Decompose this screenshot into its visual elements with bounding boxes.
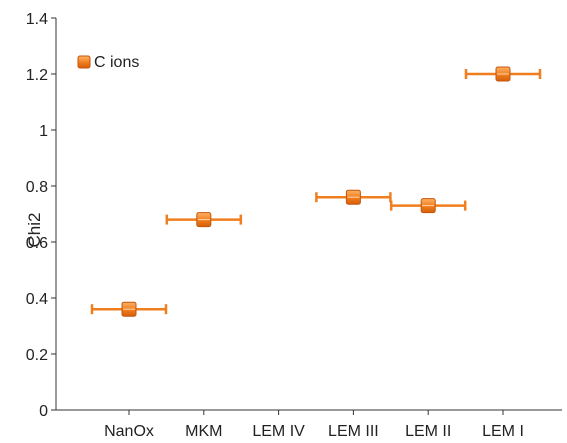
x-tick-label: LEM III <box>328 423 379 440</box>
y-tick-label: 0.2 <box>26 347 48 364</box>
data-point-lem-i <box>464 66 542 82</box>
y-tick-label: 0 <box>39 403 48 420</box>
y-tick-label: 0.6 <box>26 235 48 252</box>
y-tick-label: 0.8 <box>26 179 48 196</box>
x-tick-label: MKM <box>185 423 222 440</box>
plot-area: 0 0.2 0.4 0.6 0.8 1 1.2 1.4 NanOx MKM LEM IV LEM I… <box>25 11 562 440</box>
x-tick-label: LEM IV <box>252 423 305 440</box>
x-tick-label: LEM I <box>482 423 524 440</box>
y-tick-label: 1 <box>39 123 48 140</box>
x-tick-label: NanOx <box>104 423 154 440</box>
legend-marker <box>77 55 91 69</box>
y-tick-label: 1.4 <box>26 11 48 28</box>
y-axis-label: Chi2 <box>25 213 44 248</box>
data-point-nanox <box>90 301 168 317</box>
y-tick-label: 1.2 <box>26 67 48 84</box>
data-point-lem-ii <box>389 198 467 214</box>
data-point-lem-iii <box>315 189 392 205</box>
x-tick-label: LEM II <box>405 423 451 440</box>
y-tick-label: 0.4 <box>26 291 48 308</box>
data-point-mkm <box>165 212 243 228</box>
legend-label: C ions <box>94 54 139 71</box>
legend: C ions <box>77 54 139 71</box>
